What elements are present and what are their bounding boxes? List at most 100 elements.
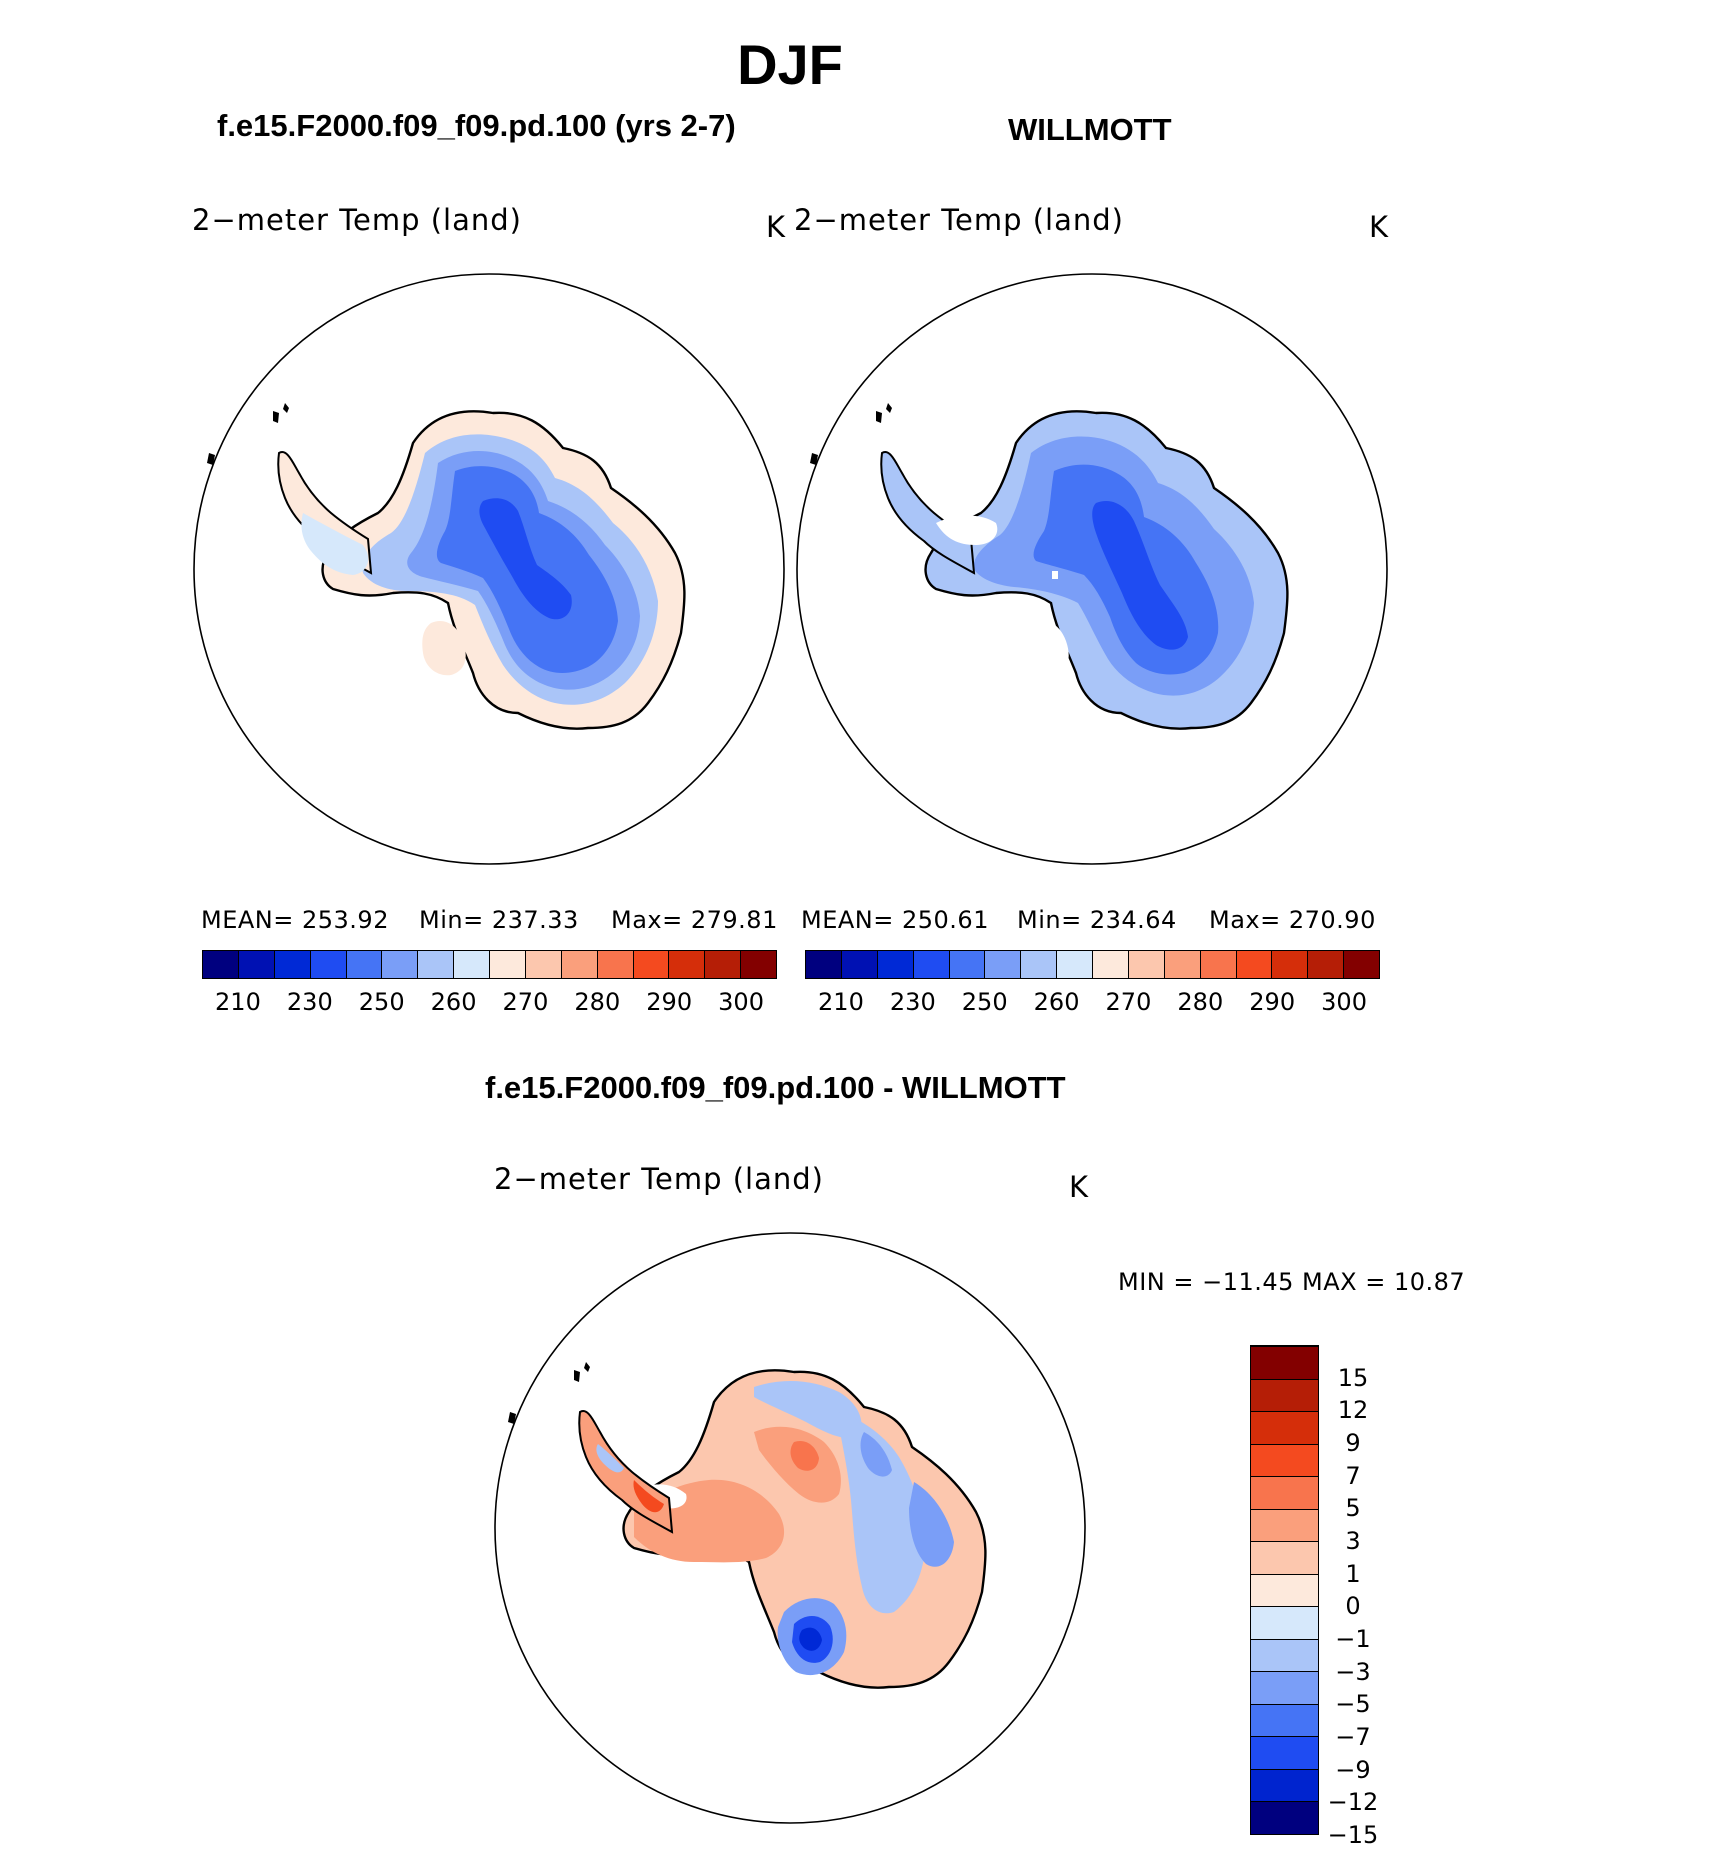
colorbar-swatch xyxy=(310,951,347,978)
colorbar-swatch xyxy=(203,951,239,978)
colorbar-swatch xyxy=(1251,1476,1318,1509)
left-max-stat: Max= 279.81 xyxy=(611,906,778,934)
colorbar-tick-label: −1 xyxy=(1335,1625,1371,1653)
colorbar-tick-label: 7 xyxy=(1345,1461,1361,1490)
colorbar-swatch xyxy=(1251,1703,1318,1737)
right-units-label: K xyxy=(1369,210,1390,244)
colorbar-swatch xyxy=(1251,1573,1318,1607)
right-mean-stat: MEAN= 250.61 xyxy=(801,906,989,934)
right-colorbar-ticks: 210 230 250 260 270 280 290 300 xyxy=(805,988,1380,1018)
right-variable-label: 2−meter Temp (land) xyxy=(794,203,1124,237)
colorbar-swatch xyxy=(1251,1671,1318,1704)
colorbar-tick-label: 210 xyxy=(818,988,864,1016)
colorbar-tick-label: 12 xyxy=(1337,1396,1369,1425)
left-antarctica xyxy=(207,403,686,730)
colorbar-tick-label: 270 xyxy=(502,988,549,1016)
colorbar-swatch xyxy=(1093,951,1129,978)
colorbar-tick-label: 270 xyxy=(1105,988,1152,1016)
diff-polar-map xyxy=(494,1232,1086,1824)
colorbar-swatch xyxy=(1272,951,1309,978)
colorbar-tick-label: 250 xyxy=(358,988,405,1016)
colorbar-swatch xyxy=(238,951,275,978)
colorbar-swatch xyxy=(1251,1443,1318,1477)
colorbar-tick-label: 15 xyxy=(1337,1363,1369,1392)
colorbar-swatch xyxy=(1251,1606,1318,1639)
left-units-label: K xyxy=(766,210,787,244)
colorbar-tick-label: 290 xyxy=(1249,988,1296,1016)
right-max-stat: Max= 270.90 xyxy=(1209,906,1376,934)
colorbar-swatch xyxy=(597,951,634,978)
left-colorbar-ticks: 210 230 250 260 270 280 290 300 xyxy=(202,988,777,1018)
right-min-stat: Min= 234.64 xyxy=(1017,906,1177,934)
colorbar-swatch xyxy=(1021,951,1058,978)
colorbar-swatch xyxy=(1128,951,1165,978)
colorbar-tick-label: −7 xyxy=(1335,1723,1371,1751)
colorbar-tick-label: −9 xyxy=(1335,1755,1371,1784)
colorbar-swatch xyxy=(346,951,383,978)
colorbar-swatch xyxy=(841,951,878,978)
colorbar-tick-label: −3 xyxy=(1335,1657,1371,1686)
left-polar-map xyxy=(193,273,785,865)
colorbar-swatch xyxy=(525,951,562,978)
right-polar-map xyxy=(796,273,1388,865)
diff-case-title: f.e15.F2000.f09_f09.pd.100 - WILLMOTT xyxy=(485,1070,1066,1105)
page-title: DJF xyxy=(737,33,843,96)
colorbar-tick-label: −12 xyxy=(1327,1788,1379,1817)
colorbar-swatch xyxy=(1251,1768,1318,1802)
colorbar-swatch xyxy=(741,951,776,978)
colorbar-swatch xyxy=(1236,951,1273,978)
diff-colorbar-ticks: 15 12 9 7 5 3 1 0 −1 −3 −5 −7 −9 −12 −15 xyxy=(1323,1345,1393,1849)
colorbar-swatch xyxy=(1251,1801,1318,1834)
colorbar-tick-label: 250 xyxy=(961,988,1008,1016)
colorbar-swatch xyxy=(1164,951,1201,978)
colorbar-tick-label: −5 xyxy=(1335,1690,1371,1719)
colorbar-tick-label: 0 xyxy=(1345,1592,1361,1621)
colorbar-swatch xyxy=(1308,951,1345,978)
colorbar-swatch xyxy=(490,951,526,978)
left-variable-label: 2−meter Temp (land) xyxy=(192,203,522,237)
diff-units-label: K xyxy=(1069,1170,1090,1204)
colorbar-swatch xyxy=(561,951,598,978)
right-case-title: WILLMOTT xyxy=(1008,112,1172,147)
colorbar-swatch xyxy=(806,951,842,978)
colorbar-tick-label: 230 xyxy=(286,988,333,1016)
colorbar-tick-label: 260 xyxy=(430,988,477,1016)
colorbar-swatch xyxy=(705,951,742,978)
colorbar-tick-label: 260 xyxy=(1033,988,1080,1016)
colorbar-swatch xyxy=(1251,1541,1318,1574)
left-min-stat: Min= 237.33 xyxy=(419,906,579,934)
colorbar-tick-label: 280 xyxy=(1177,988,1224,1016)
colorbar-swatch xyxy=(877,951,914,978)
colorbar-swatch xyxy=(454,951,490,978)
colorbar-swatch xyxy=(913,951,950,978)
colorbar-swatch xyxy=(1251,1736,1318,1769)
colorbar-swatch xyxy=(1251,1378,1318,1412)
colorbar-tick-label: 3 xyxy=(1345,1527,1361,1555)
colorbar-tick-label: 280 xyxy=(574,988,621,1016)
colorbar-swatch xyxy=(985,951,1022,978)
colorbar-tick-label: 290 xyxy=(646,988,693,1016)
colorbar-swatch xyxy=(669,951,706,978)
colorbar-swatch xyxy=(1200,951,1237,978)
diff-antarctica xyxy=(508,1362,987,1689)
colorbar-swatch xyxy=(1057,951,1093,978)
colorbar-tick-label: −15 xyxy=(1327,1821,1379,1849)
colorbar-tick-label: 9 xyxy=(1345,1429,1361,1457)
diff-colorbar xyxy=(1250,1345,1319,1835)
colorbar-swatch xyxy=(1344,951,1379,978)
left-colorbar xyxy=(202,950,777,979)
colorbar-swatch xyxy=(274,951,311,978)
colorbar-tick-label: 210 xyxy=(215,988,261,1016)
colorbar-tick-label: 230 xyxy=(889,988,936,1016)
colorbar-swatch xyxy=(382,951,419,978)
left-case-title: f.e15.F2000.f09_f09.pd.100 (yrs 2-7) xyxy=(217,108,736,143)
diff-minmax-stat: MIN = −11.45 MAX = 10.87 xyxy=(1118,1268,1466,1296)
diff-variable-label: 2−meter Temp (land) xyxy=(494,1162,824,1196)
colorbar-tick-label: 5 xyxy=(1345,1494,1361,1523)
colorbar-tick-label: 1 xyxy=(1345,1559,1361,1588)
colorbar-swatch xyxy=(633,951,670,978)
colorbar-swatch xyxy=(1251,1411,1318,1444)
colorbar-swatch xyxy=(1251,1346,1318,1379)
colorbar-swatch xyxy=(1251,1638,1318,1672)
colorbar-swatch xyxy=(418,951,455,978)
